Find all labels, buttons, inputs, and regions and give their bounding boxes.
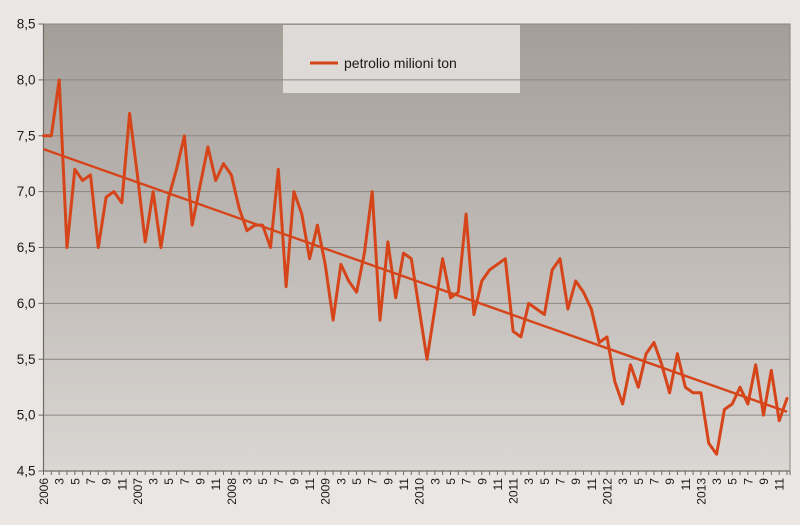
- y-axis-label: 6,5: [17, 240, 36, 255]
- x-axis-label: 5: [726, 478, 740, 485]
- x-axis-label: 11: [773, 478, 787, 491]
- data-series-line: [42, 78, 789, 456]
- x-axis-label: 2007: [131, 478, 145, 505]
- x-axis-label: 7: [741, 478, 755, 485]
- x-axis-label: 5: [68, 478, 82, 485]
- x-axis-label: 2006: [37, 478, 51, 505]
- x-axis-label: 7: [647, 478, 661, 485]
- x-axis-label: 5: [444, 478, 458, 485]
- x-axis-label: 2011: [507, 478, 521, 504]
- x-axis-label: 3: [240, 478, 254, 485]
- x-axis-label: 9: [100, 478, 114, 485]
- y-axis-label: 5,5: [17, 352, 36, 367]
- y-axis-label: 5,0: [17, 408, 36, 423]
- x-axis-label: 11: [397, 478, 411, 491]
- x-axis-label: 3: [53, 478, 67, 485]
- x-axis-label: 3: [147, 478, 161, 485]
- y-axis-label: 6,0: [17, 296, 36, 311]
- x-axis-label: 7: [460, 478, 474, 485]
- x-axis: 2006 3 5 7 9 11 2007 3 5 7 9 11 2008 3 5 7 9 11 2009 3 5 7 9 11…: [37, 471, 791, 505]
- x-axis-label: 11: [209, 478, 223, 491]
- legend: petrolio milioni ton: [310, 55, 457, 71]
- x-axis-label: 7: [554, 478, 568, 485]
- x-axis-label: 9: [194, 478, 208, 485]
- x-axis-label: 3: [710, 478, 724, 485]
- x-axis-label: 11: [303, 478, 317, 491]
- x-axis-label: 11: [491, 478, 505, 491]
- x-axis-label: 3: [522, 478, 536, 485]
- x-axis-label: 5: [538, 478, 552, 485]
- x-axis-label: 11: [585, 478, 599, 491]
- x-axis-label: 5: [632, 478, 646, 485]
- x-axis-label: 5: [256, 478, 270, 485]
- x-axis-label: 7: [272, 478, 286, 485]
- x-axis-label: 3: [428, 478, 442, 485]
- y-axis-label: 8,0: [17, 72, 36, 87]
- x-axis-label: 9: [757, 478, 771, 485]
- x-axis-label: 2013: [694, 478, 708, 505]
- x-axis-label: 3: [616, 478, 630, 485]
- gridlines: [43, 23, 790, 472]
- x-axis-label: 11: [679, 478, 693, 491]
- x-axis-label: 9: [569, 478, 583, 485]
- x-axis-label: 9: [475, 478, 489, 485]
- x-axis-label: 2009: [319, 478, 333, 505]
- y-axis-label: 4,5: [17, 464, 36, 479]
- x-axis-label: 7: [366, 478, 380, 485]
- x-axis-label: 3: [334, 478, 348, 485]
- x-axis-label: 9: [381, 478, 395, 485]
- y-axis-label: 7,5: [17, 128, 36, 143]
- legend-label: petrolio milioni ton: [344, 55, 457, 71]
- x-axis-label: 2012: [600, 478, 614, 505]
- x-axis-label: 5: [162, 478, 176, 485]
- x-axis-label: 7: [84, 478, 98, 485]
- y-axis-label: 8,5: [17, 17, 36, 32]
- x-axis-label: 9: [287, 478, 301, 485]
- x-axis-label: 7: [178, 478, 192, 485]
- x-axis-label: 2010: [413, 478, 427, 505]
- x-axis-label: 9: [663, 478, 677, 485]
- y-axis: 8,5 8,0 7,5 7,0 6,5 6,0 5,5 5,0 4,5: [17, 17, 44, 479]
- x-axis-label: 2008: [225, 478, 239, 505]
- y-axis-label: 7,0: [17, 184, 36, 199]
- legend-background: [283, 25, 520, 93]
- x-axis-label: 5: [350, 478, 364, 485]
- x-axis-label: 11: [115, 478, 129, 491]
